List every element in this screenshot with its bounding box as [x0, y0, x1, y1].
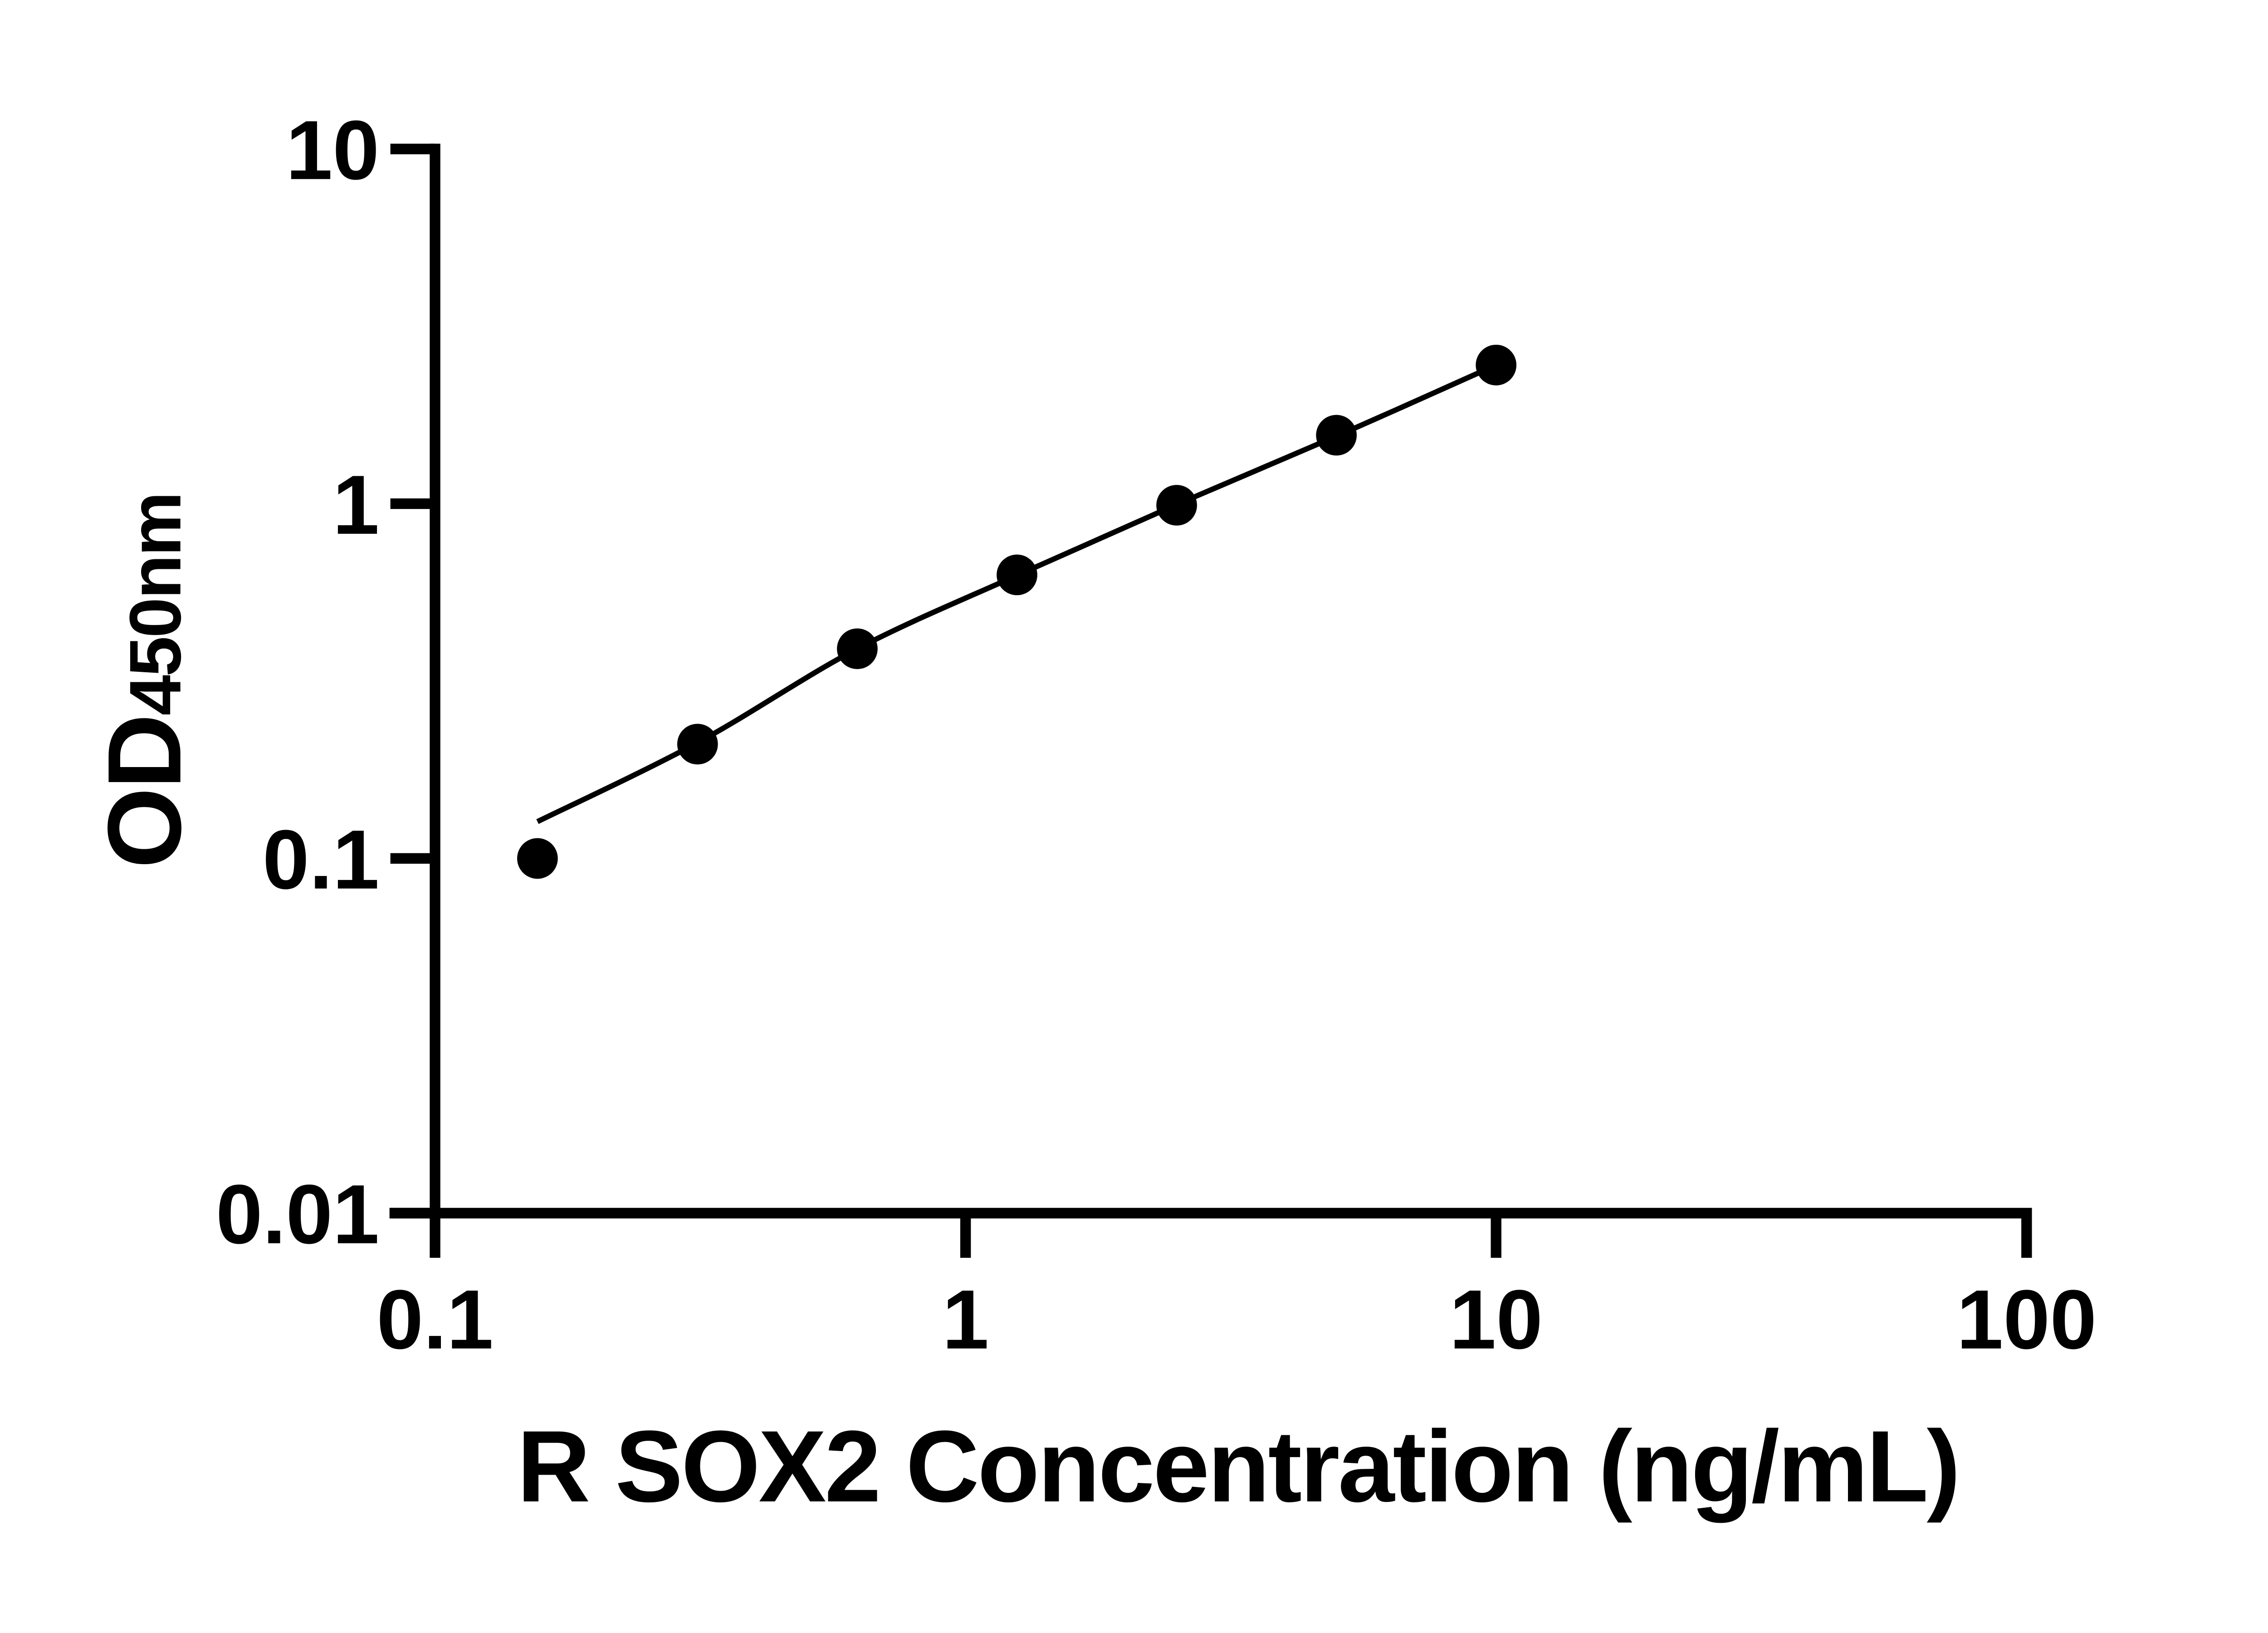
data-point	[517, 838, 558, 879]
data-point	[997, 554, 1037, 596]
data-point	[1316, 415, 1357, 456]
x-tick-label-0.1: 0.1	[376, 1273, 493, 1367]
axis-tick-labels: 0.01 0.1 1 10 0.1 1 10 100	[216, 103, 2097, 1367]
x-tick-label-10: 10	[1449, 1273, 1543, 1367]
x-tick-label-100: 100	[1956, 1273, 2097, 1367]
x-axis-title: R SOX2 Concentration (ng/mL)	[517, 1409, 1959, 1523]
y-tick-label-1: 1	[332, 458, 379, 552]
y-tick-label-0.1: 0.1	[263, 813, 379, 907]
axis-ticks	[390, 143, 2032, 1258]
y-axis-title: OD450nm	[86, 493, 203, 868]
y-tick-label-0.01: 0.01	[216, 1168, 379, 1261]
data-point	[837, 628, 878, 670]
elisa-standard-curve-chart: 0.01 0.1 1 10 0.1 1 10 100 R SOX2 Concentration…	[86, 103, 2097, 1523]
y-axis-title-main: OD	[86, 715, 203, 868]
y-tick-label-10: 10	[286, 103, 379, 197]
y-axis-title-subscript: 450nm	[115, 493, 196, 715]
x-tick-label-1: 1	[942, 1273, 989, 1367]
axes	[389, 143, 2032, 1219]
data-series	[517, 344, 1517, 879]
data-point	[677, 724, 718, 765]
data-point	[1156, 485, 1197, 526]
elisa-standard-curve-figure: 0.01 0.1 1 10 0.1 1 10 100 R SOX2 Concentration…	[86, 103, 2097, 1523]
data-point	[1476, 344, 1517, 386]
